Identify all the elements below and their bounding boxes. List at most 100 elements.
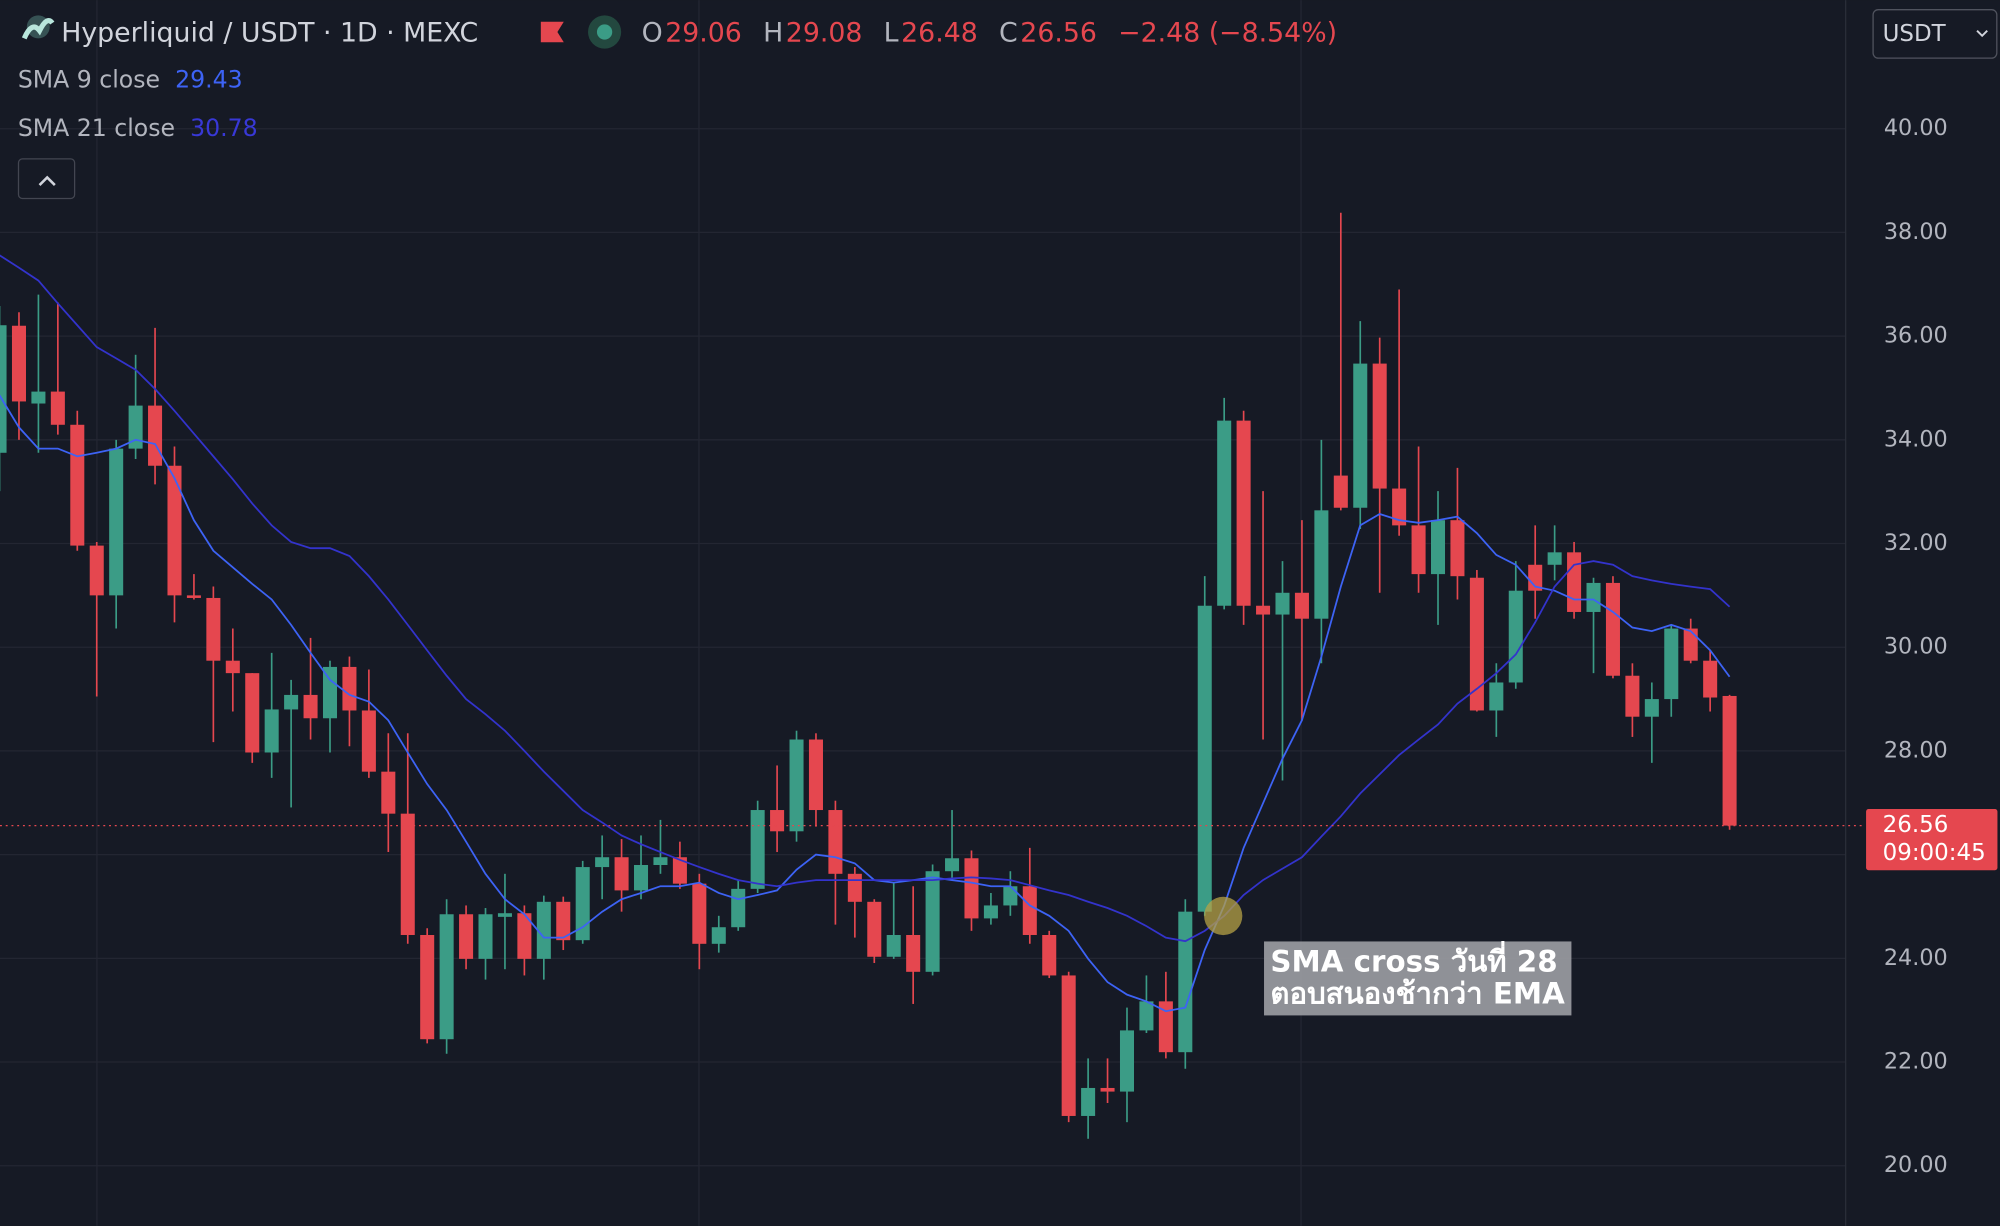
sma-line (0, 254, 1731, 943)
candle-body (284, 694, 299, 710)
ohlc-label: H (763, 17, 783, 48)
candle-body (964, 858, 979, 919)
candle-body (1722, 695, 1737, 826)
candle-body (1275, 592, 1290, 615)
candle-body (1372, 363, 1387, 489)
candle-body (478, 914, 493, 959)
candle-body (906, 934, 921, 972)
sma-line (0, 394, 1731, 1013)
candle-body (1294, 592, 1309, 619)
indicator-value: 29.43 (175, 65, 243, 93)
candle-body (225, 660, 240, 674)
y-tick-label: 22.00 (1884, 1049, 1948, 1075)
candle-body (1119, 1030, 1135, 1092)
candle-body (828, 810, 843, 874)
candle-body (1314, 510, 1329, 619)
header-legend: Hyperliquid / USDT · 1D · MEXC (61, 17, 478, 48)
candle-body (1644, 699, 1659, 717)
candle-body (381, 771, 396, 814)
ohlc-value: 26.48 (901, 17, 978, 48)
y-tick-label: 40.00 (1884, 115, 1948, 141)
price-axis: 20.0022.0024.0026.0028.0030.0032.0034.00… (1884, 115, 1948, 1178)
collapse-button[interactable] (17, 158, 76, 200)
candle-body (303, 694, 318, 719)
candle-body (711, 927, 726, 944)
candle-body (109, 448, 124, 596)
candle-body (439, 914, 454, 1040)
y-tick-label: 30.00 (1884, 634, 1948, 660)
symbol-title: Hyperliquid / USDT · 1D · MEXC (61, 17, 478, 48)
candle-body (70, 424, 85, 546)
candle-body (808, 739, 823, 811)
candle-body (1528, 564, 1543, 591)
candle-body (1256, 605, 1271, 615)
candle-body (575, 867, 590, 941)
y-tick-label: 24.00 (1884, 945, 1948, 971)
status-dot (596, 24, 613, 40)
candle-body (245, 673, 260, 753)
price-tag-value: 26.56 (1883, 812, 1949, 838)
ohlc-legend: O 29.06 H 29.08 L 26.48 C 26.56 −2.48 (−8.54… (642, 17, 1338, 48)
candle-body (536, 901, 551, 959)
indicator-legend[interactable]: SMA 21 close 30.78 (18, 113, 258, 141)
candle-body (1100, 1087, 1115, 1092)
candle-body (1061, 975, 1076, 1116)
price-tag-box (1866, 809, 1998, 871)
candle-body (1450, 520, 1465, 577)
currency-label: USDT (1883, 21, 1947, 47)
candle-body (1586, 582, 1601, 612)
candle-body (1022, 886, 1037, 935)
candle-body (167, 465, 182, 596)
currency-select[interactable]: USDT (1872, 9, 1998, 59)
candle-body (50, 391, 65, 425)
ohlc-label: O (642, 17, 663, 48)
candle-body (1197, 605, 1212, 912)
candle-body (750, 810, 765, 889)
candle-body (595, 857, 610, 868)
candle-body (1392, 488, 1407, 526)
ohlc-value: 29.06 (665, 17, 742, 48)
annotation-line: ตอบสนองช้ากว่า EMA (1270, 977, 1565, 1011)
candle-body (517, 913, 532, 959)
ohlc-label: L (884, 17, 899, 48)
indicator-name: SMA 21 close (18, 113, 175, 141)
candle-body (31, 391, 46, 404)
y-tick-label: 34.00 (1884, 426, 1948, 452)
indicator-legend[interactable]: SMA 9 close 29.43 (18, 65, 243, 93)
candle-body (983, 905, 998, 919)
change: −2.48 (−8.54%) (1118, 17, 1337, 48)
candle-body (1703, 660, 1718, 698)
ohlc-value: 29.08 (786, 17, 863, 48)
candle-body (1003, 886, 1018, 906)
candle-body (459, 914, 474, 959)
flag-icon[interactable] (540, 21, 564, 43)
candle-body (322, 666, 338, 719)
candle-body (1430, 520, 1446, 575)
candle-body (1411, 525, 1426, 575)
candle-body (1547, 552, 1562, 565)
candle-body (89, 545, 104, 596)
y-tick-label: 36.00 (1884, 323, 1948, 349)
candle-body (1236, 420, 1251, 606)
candle-body (886, 934, 901, 957)
candle-body (1683, 628, 1698, 661)
candle-body (1333, 475, 1348, 508)
candle-body (692, 883, 707, 944)
candle-body (1567, 552, 1582, 612)
candle-body (672, 857, 687, 884)
candle-body (128, 405, 143, 449)
candle-body (770, 810, 785, 832)
candle-body (148, 405, 163, 466)
candle-body (1664, 628, 1679, 700)
candle-body (0, 325, 7, 453)
candle-body (1139, 1001, 1154, 1031)
candle-body (614, 857, 629, 891)
candle-body (1353, 363, 1368, 508)
candle-body (945, 858, 960, 872)
y-tick-label: 38.00 (1884, 219, 1948, 245)
plot (0, 212, 1865, 1139)
